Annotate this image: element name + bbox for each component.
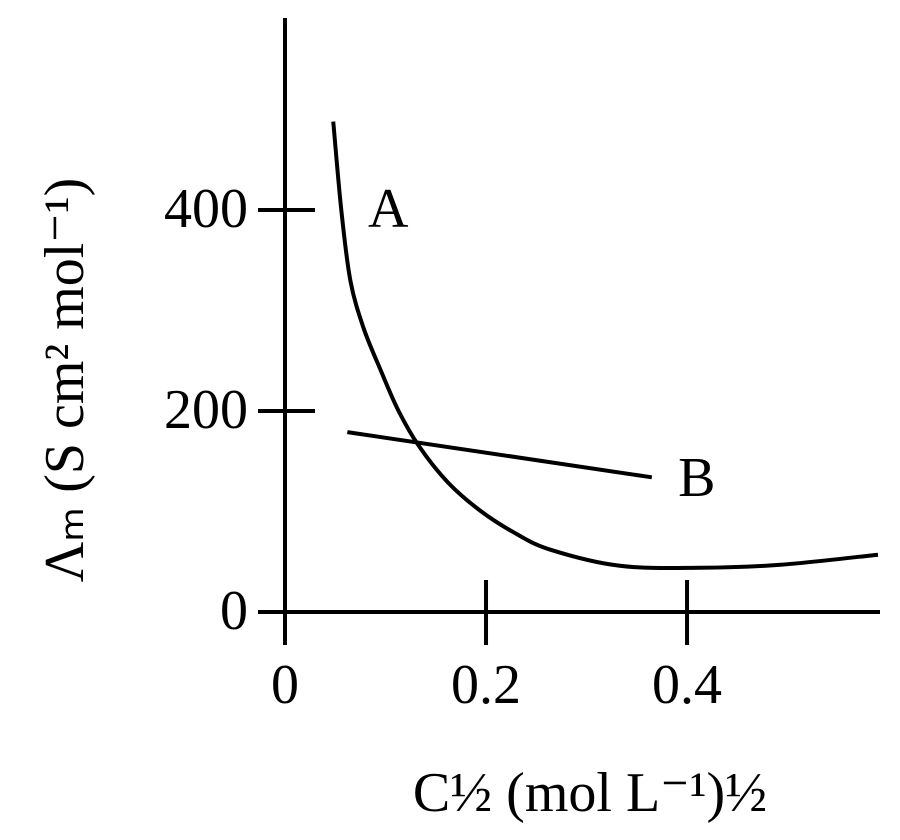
curve-label: A	[368, 178, 409, 240]
x-tick-label: 0	[271, 654, 299, 716]
curve	[331, 121, 879, 570]
x-axis-label: C½ (mol L⁻¹)½	[413, 762, 767, 824]
x-tick-label: 0.2	[451, 654, 521, 716]
x-tick-label: 0.4	[652, 654, 722, 716]
y-tick-label: 400	[164, 178, 248, 240]
y-tick-label: 200	[164, 379, 248, 441]
y-tick-label: 0	[220, 580, 248, 642]
curve	[347, 430, 653, 480]
y-axis-label: Λₘ (S cm² mol⁻¹)	[34, 178, 96, 583]
curve-label: B	[678, 447, 715, 509]
